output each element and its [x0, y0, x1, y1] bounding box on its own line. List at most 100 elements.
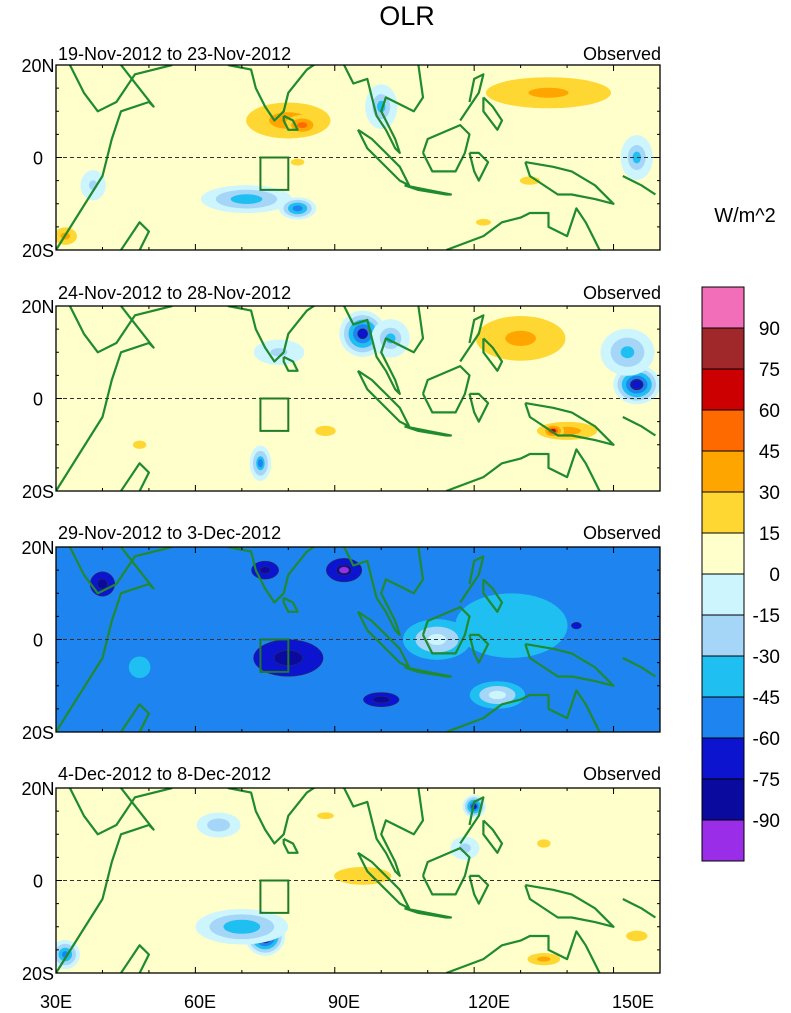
olr-contour — [357, 328, 368, 339]
colorbar: W/m^2 90 75 60 45 30 15 0 -15 -30 -45 -60 -75 -90 — [701, 205, 780, 862]
coastline — [282, 837, 299, 854]
coastline — [524, 884, 615, 928]
colorbar-tick-label: -90 — [753, 811, 780, 832]
colorbar-swatch — [701, 532, 745, 575]
box-region — [259, 879, 290, 914]
olr-contour — [212, 821, 225, 829]
coastline — [404, 666, 452, 678]
colorbar-tick-label: -45 — [753, 688, 780, 709]
coastline — [56, 306, 155, 491]
olr-field — [56, 788, 660, 973]
box-region — [259, 397, 290, 432]
coastline — [468, 874, 490, 905]
coastline — [343, 788, 425, 878]
colorbar-tick-label: 90 — [759, 319, 780, 340]
coastline — [459, 73, 485, 122]
figure-title: OLR — [379, 1, 435, 31]
coastline — [622, 657, 657, 678]
x-tick-label: 60E — [184, 992, 216, 1012]
panel-source-label: Observed — [583, 764, 661, 784]
olr-contour — [489, 613, 534, 639]
colorbar-tick-label: 75 — [759, 360, 780, 381]
x-tick-label: 150E — [612, 992, 654, 1012]
y-tick-label: 20N — [21, 779, 54, 799]
coastline — [421, 123, 471, 173]
y-tick-label: 0 — [33, 390, 43, 410]
colorbar-swatch — [701, 409, 745, 452]
coastline — [468, 633, 490, 664]
panel-source-label: Observed — [583, 44, 661, 64]
coastline — [56, 788, 155, 973]
coastline — [468, 151, 490, 182]
x-tick-label: 30E — [40, 992, 72, 1012]
colorbar-tick-label: -60 — [753, 729, 780, 750]
colorbar-swatch — [701, 491, 745, 534]
y-tick-label: 20S — [22, 482, 54, 502]
colorbar-swatch — [701, 450, 745, 493]
panel-source-label: Observed — [583, 523, 661, 543]
coastline — [445, 930, 601, 973]
colorbar-swatch — [701, 368, 745, 411]
olr-contour — [293, 205, 302, 211]
coastline — [459, 796, 485, 845]
olr-contour — [317, 812, 334, 820]
panel-2: 24-Nov-2012 to 28-Nov-2012 Observed 20N 0… — [21, 283, 661, 502]
olr-field — [56, 547, 660, 732]
colorbar-swatch — [701, 737, 745, 780]
y-tick-label: 20S — [22, 723, 54, 743]
coastline — [282, 114, 299, 131]
olr-contour — [507, 331, 534, 346]
coastline — [445, 207, 601, 250]
coastline — [343, 65, 425, 154]
olr-contour — [290, 158, 305, 166]
coastline — [120, 944, 150, 973]
coastline — [445, 689, 601, 732]
panel-source-label: Observed — [583, 283, 661, 303]
coastlines — [56, 547, 657, 732]
y-tick-label: 0 — [33, 872, 43, 892]
y-tick-label: 0 — [33, 631, 43, 651]
olr-contour — [230, 922, 253, 931]
coastline — [622, 898, 657, 919]
coastline — [421, 605, 471, 655]
olr-contour — [631, 933, 642, 939]
coastline — [68, 306, 173, 354]
colorbar-tick-label: -30 — [753, 647, 780, 668]
panel-period-label: 4-Dec-2012 to 8-Dec-2012 — [58, 764, 271, 784]
panel-period-label: 24-Nov-2012 to 28-Nov-2012 — [58, 283, 291, 303]
coastline — [524, 402, 615, 446]
colorbar-swatch — [701, 819, 745, 862]
units-label: W/m^2 — [714, 205, 776, 227]
coastline — [120, 221, 150, 250]
olr-contour — [475, 218, 491, 226]
olr-contour — [528, 87, 569, 98]
coastline — [482, 337, 504, 372]
coastline — [482, 819, 504, 854]
coastline — [421, 846, 471, 896]
olr-contour — [338, 566, 350, 574]
olr-contour — [537, 839, 551, 848]
coastline — [459, 555, 485, 604]
coastline — [421, 365, 471, 414]
olr-contour — [235, 195, 258, 203]
coastline — [404, 907, 452, 919]
olr-contour — [372, 696, 390, 704]
olr-contour — [318, 427, 333, 435]
coastline — [622, 416, 657, 437]
coastline — [56, 65, 155, 250]
olr-contour — [132, 440, 147, 449]
coastline — [459, 314, 485, 363]
coastline — [68, 65, 173, 113]
coastline — [282, 355, 299, 372]
y-tick-label: 20S — [22, 241, 54, 261]
olr-contour — [571, 622, 582, 630]
coastline — [227, 65, 316, 122]
coastline — [282, 596, 299, 613]
coastline — [524, 643, 615, 687]
coastlines — [56, 788, 657, 973]
x-axis-labels: 30E 60E 90E 120E 150E — [40, 992, 654, 1012]
colorbar-swatch — [701, 614, 745, 657]
box-region — [259, 638, 290, 673]
coastlines — [56, 306, 657, 491]
coastline — [343, 547, 425, 637]
